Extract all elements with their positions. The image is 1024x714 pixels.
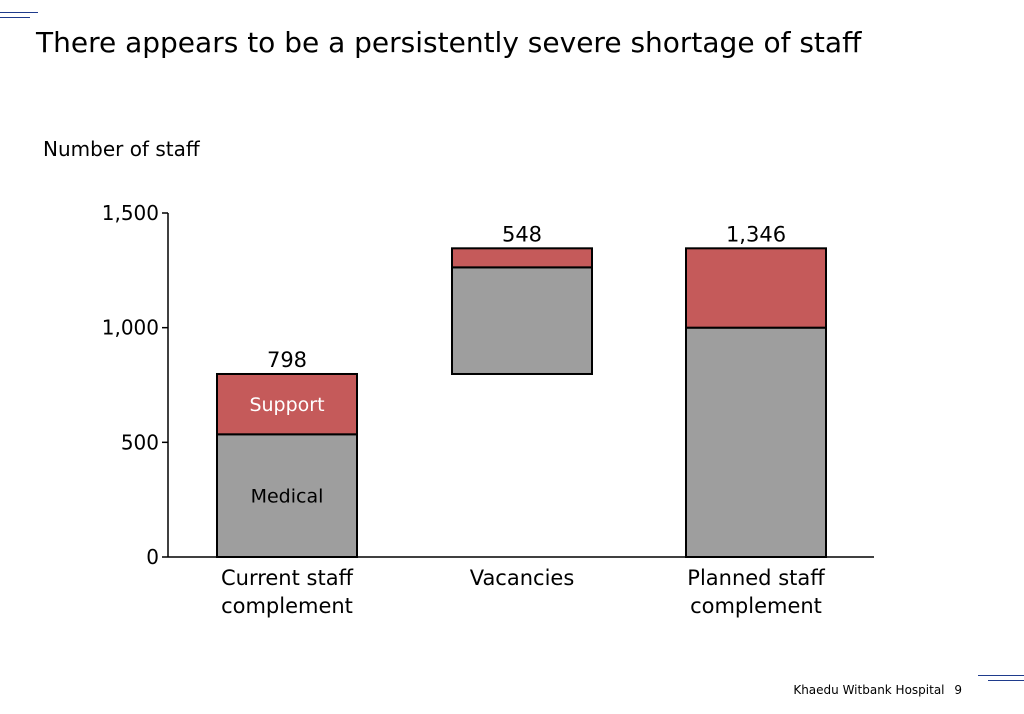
footer-source: Khaedu Witbank Hospital — [793, 683, 945, 697]
bar-segment-medical — [451, 266, 593, 375]
segment-label-support: Support — [249, 394, 324, 416]
bar-segment-medical — [216, 433, 358, 559]
bar-segment-support — [685, 247, 827, 329]
slide-title: There appears to be a persistently sever… — [36, 26, 862, 59]
x-category-label: Current staff — [221, 566, 354, 590]
decorative-line-top — [0, 17, 30, 18]
x-category-label: Vacancies — [470, 566, 575, 590]
y-tick-label: 0 — [146, 545, 159, 569]
bar-segment-support — [216, 372, 358, 436]
footer: Khaedu Witbank Hospital 9 — [787, 683, 962, 697]
x-category-label: complement — [690, 594, 822, 618]
bar-segment-support — [451, 247, 593, 269]
segment-label-medical: Medical — [251, 486, 324, 508]
decorative-line-top — [0, 12, 38, 13]
y-tick-label: 500 — [121, 430, 159, 454]
decorative-line-bottom — [978, 675, 1024, 676]
x-category-label: complement — [221, 594, 353, 618]
y-axis-title: Number of staff — [43, 137, 200, 161]
bar-total-label: 798 — [267, 348, 307, 372]
x-category-label: Planned staff — [687, 566, 825, 590]
bar-total-label: 548 — [502, 222, 542, 246]
y-tick-label: 1,500 — [102, 201, 159, 225]
y-tick-label: 1,000 — [102, 316, 159, 340]
page-number: 9 — [954, 683, 962, 697]
decorative-line-bottom — [988, 680, 1024, 681]
bar-total-label: 1,346 — [726, 222, 786, 246]
bar-segment-medical — [685, 326, 827, 558]
